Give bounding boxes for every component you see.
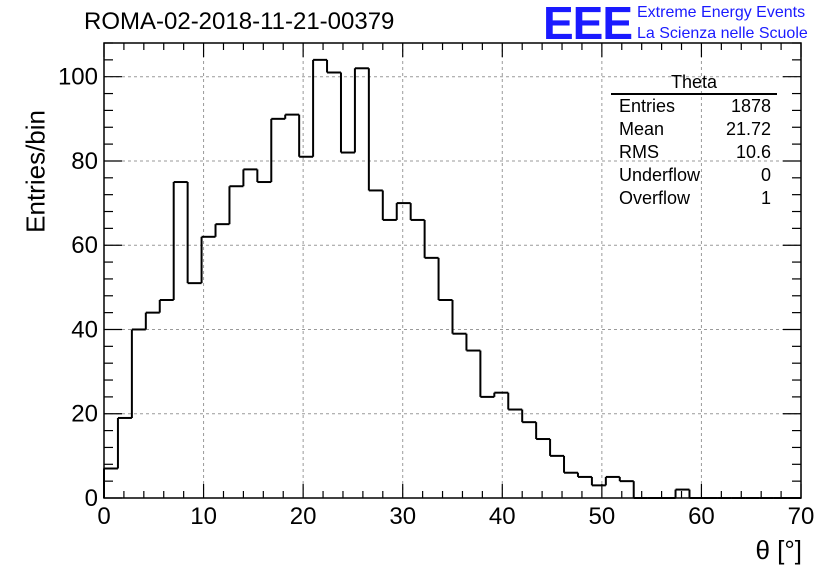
histogram-bin: [423, 219, 439, 259]
histogram-bin: [437, 257, 453, 301]
histogram-bin: [353, 67, 369, 153]
y-tick-label: 40: [71, 316, 98, 343]
histogram-bin: [395, 202, 411, 220]
histogram-bin: [242, 168, 258, 187]
stats-value: 1: [760, 188, 771, 208]
stats-value: 10.6: [735, 142, 771, 162]
histogram-bin: [214, 223, 230, 237]
stats-label: Underflow: [619, 165, 701, 185]
stats-label: RMS: [619, 142, 659, 162]
histogram-bin: [367, 68, 383, 192]
stats-row-entries: Entries 1878: [611, 95, 777, 118]
histogram-bin: [451, 299, 467, 335]
histogram-bin: [535, 422, 551, 441]
eee-logo: EEE: [543, 0, 633, 49]
histogram-bin: [103, 467, 118, 498]
histogram-bin: [158, 298, 174, 313]
histogram-bin: [284, 113, 300, 119]
stats-row-mean: Mean 21.72: [611, 118, 777, 141]
x-tick-label: 0: [97, 503, 110, 530]
histogram-bin: [632, 481, 648, 499]
stats-box: Theta Entries 1878 Mean 21.72 RMS 10.6 U…: [611, 72, 777, 210]
histogram-bin: [590, 476, 606, 487]
plot-frame: [103, 42, 802, 499]
histogram-bin: [674, 488, 690, 498]
logo-subtitle-2: La Scienza nelle Scuole: [637, 25, 808, 42]
histogram-bin: [312, 58, 328, 157]
x-tick-label: 30: [389, 503, 416, 530]
x-axis-label: θ [°]: [755, 535, 802, 565]
x-tick-label: 10: [190, 503, 217, 530]
histogram-bin: [186, 182, 202, 285]
histogram-bin: [521, 409, 537, 424]
histogram-bin: [576, 472, 592, 478]
histogram-bin: [479, 350, 495, 398]
stats-row-overflow: Overflow 1: [611, 187, 777, 210]
histogram-bin: [381, 190, 397, 221]
histogram-bin: [326, 59, 341, 74]
x-tick-label: 40: [489, 503, 516, 530]
histogram-bin: [493, 391, 509, 397]
histogram-bin: [144, 311, 160, 330]
y-tick-label: 0: [85, 485, 98, 512]
histogram-bin: [172, 181, 188, 300]
stats-row-underflow: Underflow 0: [611, 164, 777, 187]
histogram-bin: [563, 455, 578, 474]
stats-value: 21.72: [725, 119, 771, 139]
histogram-bin: [130, 328, 146, 418]
histogram-bin: [256, 169, 272, 184]
stats-title: Theta: [611, 72, 777, 95]
y-tick-label: 20: [71, 401, 98, 428]
y-axis-label: Entries/bin: [20, 110, 51, 233]
x-tick-label: 50: [589, 503, 616, 530]
logo-subtitle-1: Extreme Energy Events: [637, 4, 806, 21]
x-tick-label: 60: [688, 503, 715, 530]
stats-label: Mean: [619, 119, 665, 139]
y-tick-label: 60: [71, 232, 98, 259]
stats-label: Entries: [619, 96, 676, 116]
histogram-bin: [228, 185, 244, 225]
x-tick-label: 20: [290, 503, 317, 530]
histogram-bin: [618, 476, 634, 483]
x-tick-label: 70: [788, 503, 815, 530]
stats-row-rms: RMS 10.6: [611, 141, 777, 164]
stats-label: Overflow: [619, 188, 691, 208]
histogram-bin: [604, 475, 620, 486]
histogram-bin: [507, 392, 523, 411]
y-tick-label: 100: [58, 64, 98, 91]
y-tick-label: 80: [71, 148, 98, 175]
histogram-bin: [339, 72, 355, 154]
histogram-bin: [409, 203, 425, 221]
stats-value: 0: [760, 165, 771, 185]
stats-value: 1878: [730, 96, 771, 116]
histogram-bin: [270, 117, 286, 183]
histogram-bin: [549, 439, 565, 457]
chart-title: ROMA-02-2018-11-21-00379: [84, 8, 395, 35]
histogram-bin: [298, 114, 314, 158]
histogram-bin: [465, 333, 481, 352]
histogram-bin: [200, 235, 216, 284]
histogram-bin: [116, 416, 132, 469]
